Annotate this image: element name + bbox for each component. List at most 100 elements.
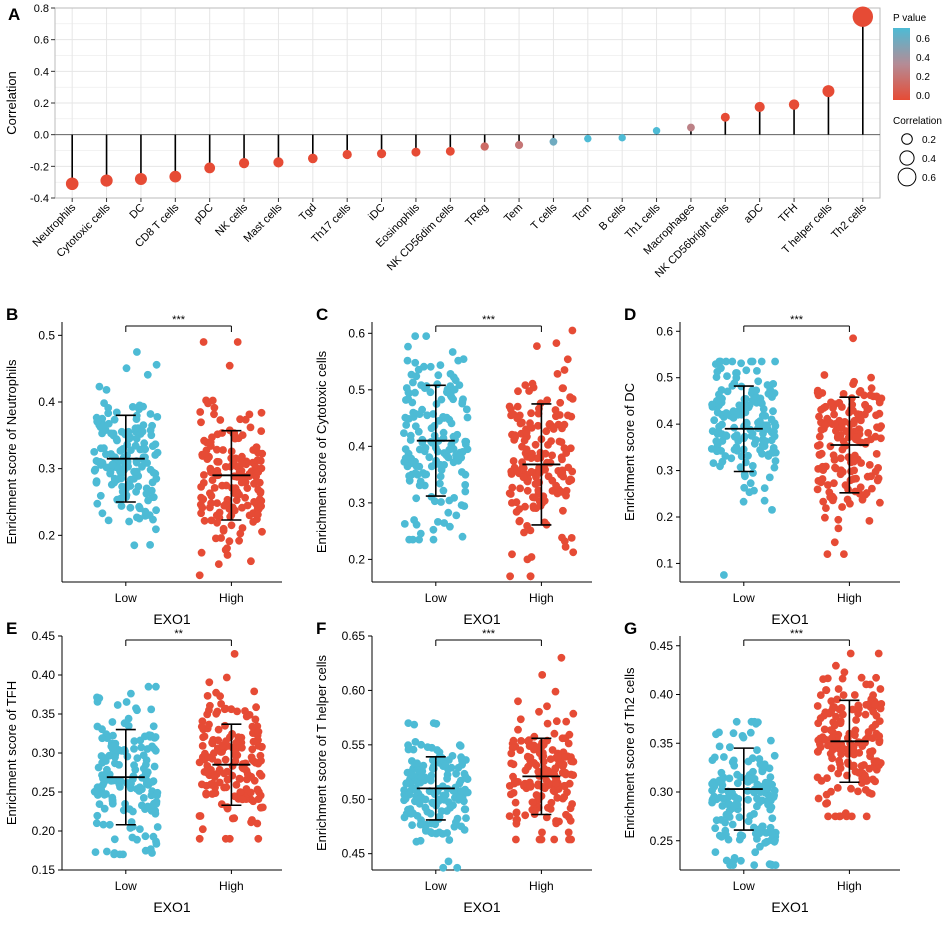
- lollipop-dot: [720, 112, 730, 122]
- data-point: [748, 429, 757, 438]
- data-point: [512, 498, 521, 507]
- data-point: [824, 812, 832, 821]
- data-point: [849, 334, 857, 343]
- data-point: [105, 820, 114, 829]
- data-point: [569, 548, 578, 557]
- x-tick-label: iDC: [366, 202, 387, 223]
- data-point: [712, 730, 720, 739]
- data-point: [195, 571, 204, 580]
- data-point: [715, 742, 724, 751]
- data-point: [831, 463, 839, 472]
- data-point: [847, 784, 855, 793]
- data-point: [202, 789, 211, 798]
- data-point: [728, 357, 737, 366]
- data-point: [108, 799, 117, 808]
- data-point: [210, 403, 219, 412]
- data-point: [241, 493, 250, 502]
- data-point: [124, 427, 133, 436]
- data-point: [544, 766, 552, 775]
- data-point: [102, 386, 111, 394]
- data-point: [437, 498, 445, 506]
- data-point: [452, 818, 460, 827]
- data-point: [710, 416, 719, 425]
- data-point: [400, 429, 408, 437]
- data-point: [133, 348, 141, 356]
- data-point: [412, 372, 421, 381]
- data-point: [827, 707, 836, 716]
- panel-d: D 0.1 0.2 0.3 0.4 0.5 0.6 Enrichment score of D…: [622, 305, 900, 627]
- data-point: [513, 466, 521, 475]
- panel-e: E 0.15 0.20 0.25 0.30 0.35 0.40 0.45 Enrichment …: [4, 619, 282, 915]
- data-point: [741, 406, 750, 415]
- data-point: [531, 480, 540, 488]
- data-point: [214, 560, 223, 568]
- data-point: [236, 788, 245, 796]
- data-point: [820, 371, 829, 379]
- data-point: [528, 379, 537, 388]
- x-axis-title: EXO1: [463, 611, 501, 627]
- data-point: [720, 753, 728, 761]
- data-point: [711, 848, 720, 856]
- data-point: [713, 447, 721, 456]
- data-point: [747, 357, 755, 366]
- data-point: [552, 779, 560, 788]
- data-point: [197, 548, 206, 557]
- data-point: [872, 450, 881, 458]
- data-point: [849, 761, 858, 770]
- data-point: [110, 474, 119, 483]
- data-point: [207, 499, 216, 508]
- y-tick-label: 0.25: [650, 834, 674, 848]
- data-point: [139, 421, 148, 429]
- data-point: [135, 514, 144, 523]
- data-point: [563, 355, 572, 364]
- y-tick-label: 0.2: [656, 510, 673, 524]
- data-point: [764, 389, 773, 398]
- data-point: [129, 772, 138, 781]
- lollipop-dot: [100, 174, 113, 187]
- data-point: [436, 361, 445, 369]
- data-point: [413, 759, 421, 768]
- data-point: [535, 707, 543, 716]
- data-point: [100, 421, 109, 429]
- data-point: [830, 538, 839, 547]
- data-point: [556, 398, 565, 407]
- data-point: [560, 366, 569, 374]
- data-point: [112, 408, 121, 417]
- data-point: [509, 457, 518, 465]
- data-point: [227, 521, 236, 530]
- data-point: [734, 410, 742, 419]
- data-point: [221, 755, 230, 764]
- data-point: [461, 481, 470, 489]
- data-point: [856, 483, 865, 492]
- data-point: [858, 495, 867, 504]
- data-point: [407, 470, 416, 479]
- data-point: [222, 673, 231, 682]
- data-point: [753, 746, 761, 754]
- data-point: [766, 773, 775, 781]
- data-point: [435, 828, 444, 837]
- data-point: [110, 850, 118, 859]
- data-point: [560, 793, 569, 801]
- data-point: [427, 743, 436, 752]
- x-tick-label: NK CD56dim cells: [385, 201, 457, 273]
- data-point: [208, 738, 217, 747]
- data-point: [729, 729, 738, 738]
- data-point: [853, 410, 862, 419]
- data-point: [547, 798, 556, 807]
- data-point: [151, 440, 160, 449]
- data-point: [839, 710, 847, 719]
- data-point: [817, 478, 825, 487]
- data-point: [863, 472, 872, 481]
- data-point: [770, 791, 778, 800]
- data-point: [551, 406, 560, 414]
- data-point: [411, 388, 419, 397]
- data-point: [117, 427, 126, 436]
- data-point: [768, 506, 776, 514]
- data-point: [254, 834, 263, 843]
- data-point: [100, 790, 109, 799]
- y-tick-label: 0.4: [38, 395, 55, 409]
- data-point: [871, 720, 880, 729]
- data-point: [230, 792, 239, 801]
- legend-title: Correlation: [893, 116, 942, 127]
- data-point: [827, 734, 836, 743]
